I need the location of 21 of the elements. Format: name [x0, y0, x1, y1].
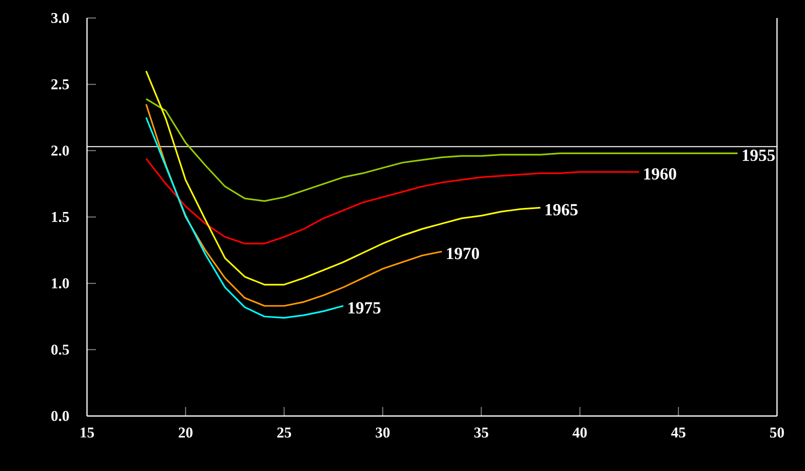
x-tick-label: 45	[671, 428, 686, 438]
series-label: 1960	[644, 168, 676, 180]
x-tick-label: 25	[277, 428, 292, 438]
series-label: 1970	[447, 248, 480, 260]
x-tick-label: 35	[474, 428, 488, 438]
y-tick-label: 1.0	[52, 278, 69, 288]
line-series	[145, 116, 344, 319]
y-tick-label: 1.5	[52, 212, 69, 222]
y-tick-label: 0.5	[51, 344, 69, 355]
x-tick-label: 40	[572, 428, 587, 438]
x-tick-label: 20	[178, 428, 192, 438]
series-label: 1965	[546, 204, 578, 216]
series-label: 1955	[742, 150, 775, 162]
series-label: 1975	[348, 302, 380, 314]
x-tick-label: 15	[80, 428, 94, 438]
x-tick-label: 30	[376, 428, 390, 438]
y-tick-label: 2.5	[51, 79, 69, 90]
x-tick-label: 50	[770, 428, 784, 438]
y-tick-label: 0.0	[51, 410, 69, 422]
y-tick-label: 2.0	[51, 146, 69, 156]
y-tick-label: 3.0	[51, 12, 69, 24]
